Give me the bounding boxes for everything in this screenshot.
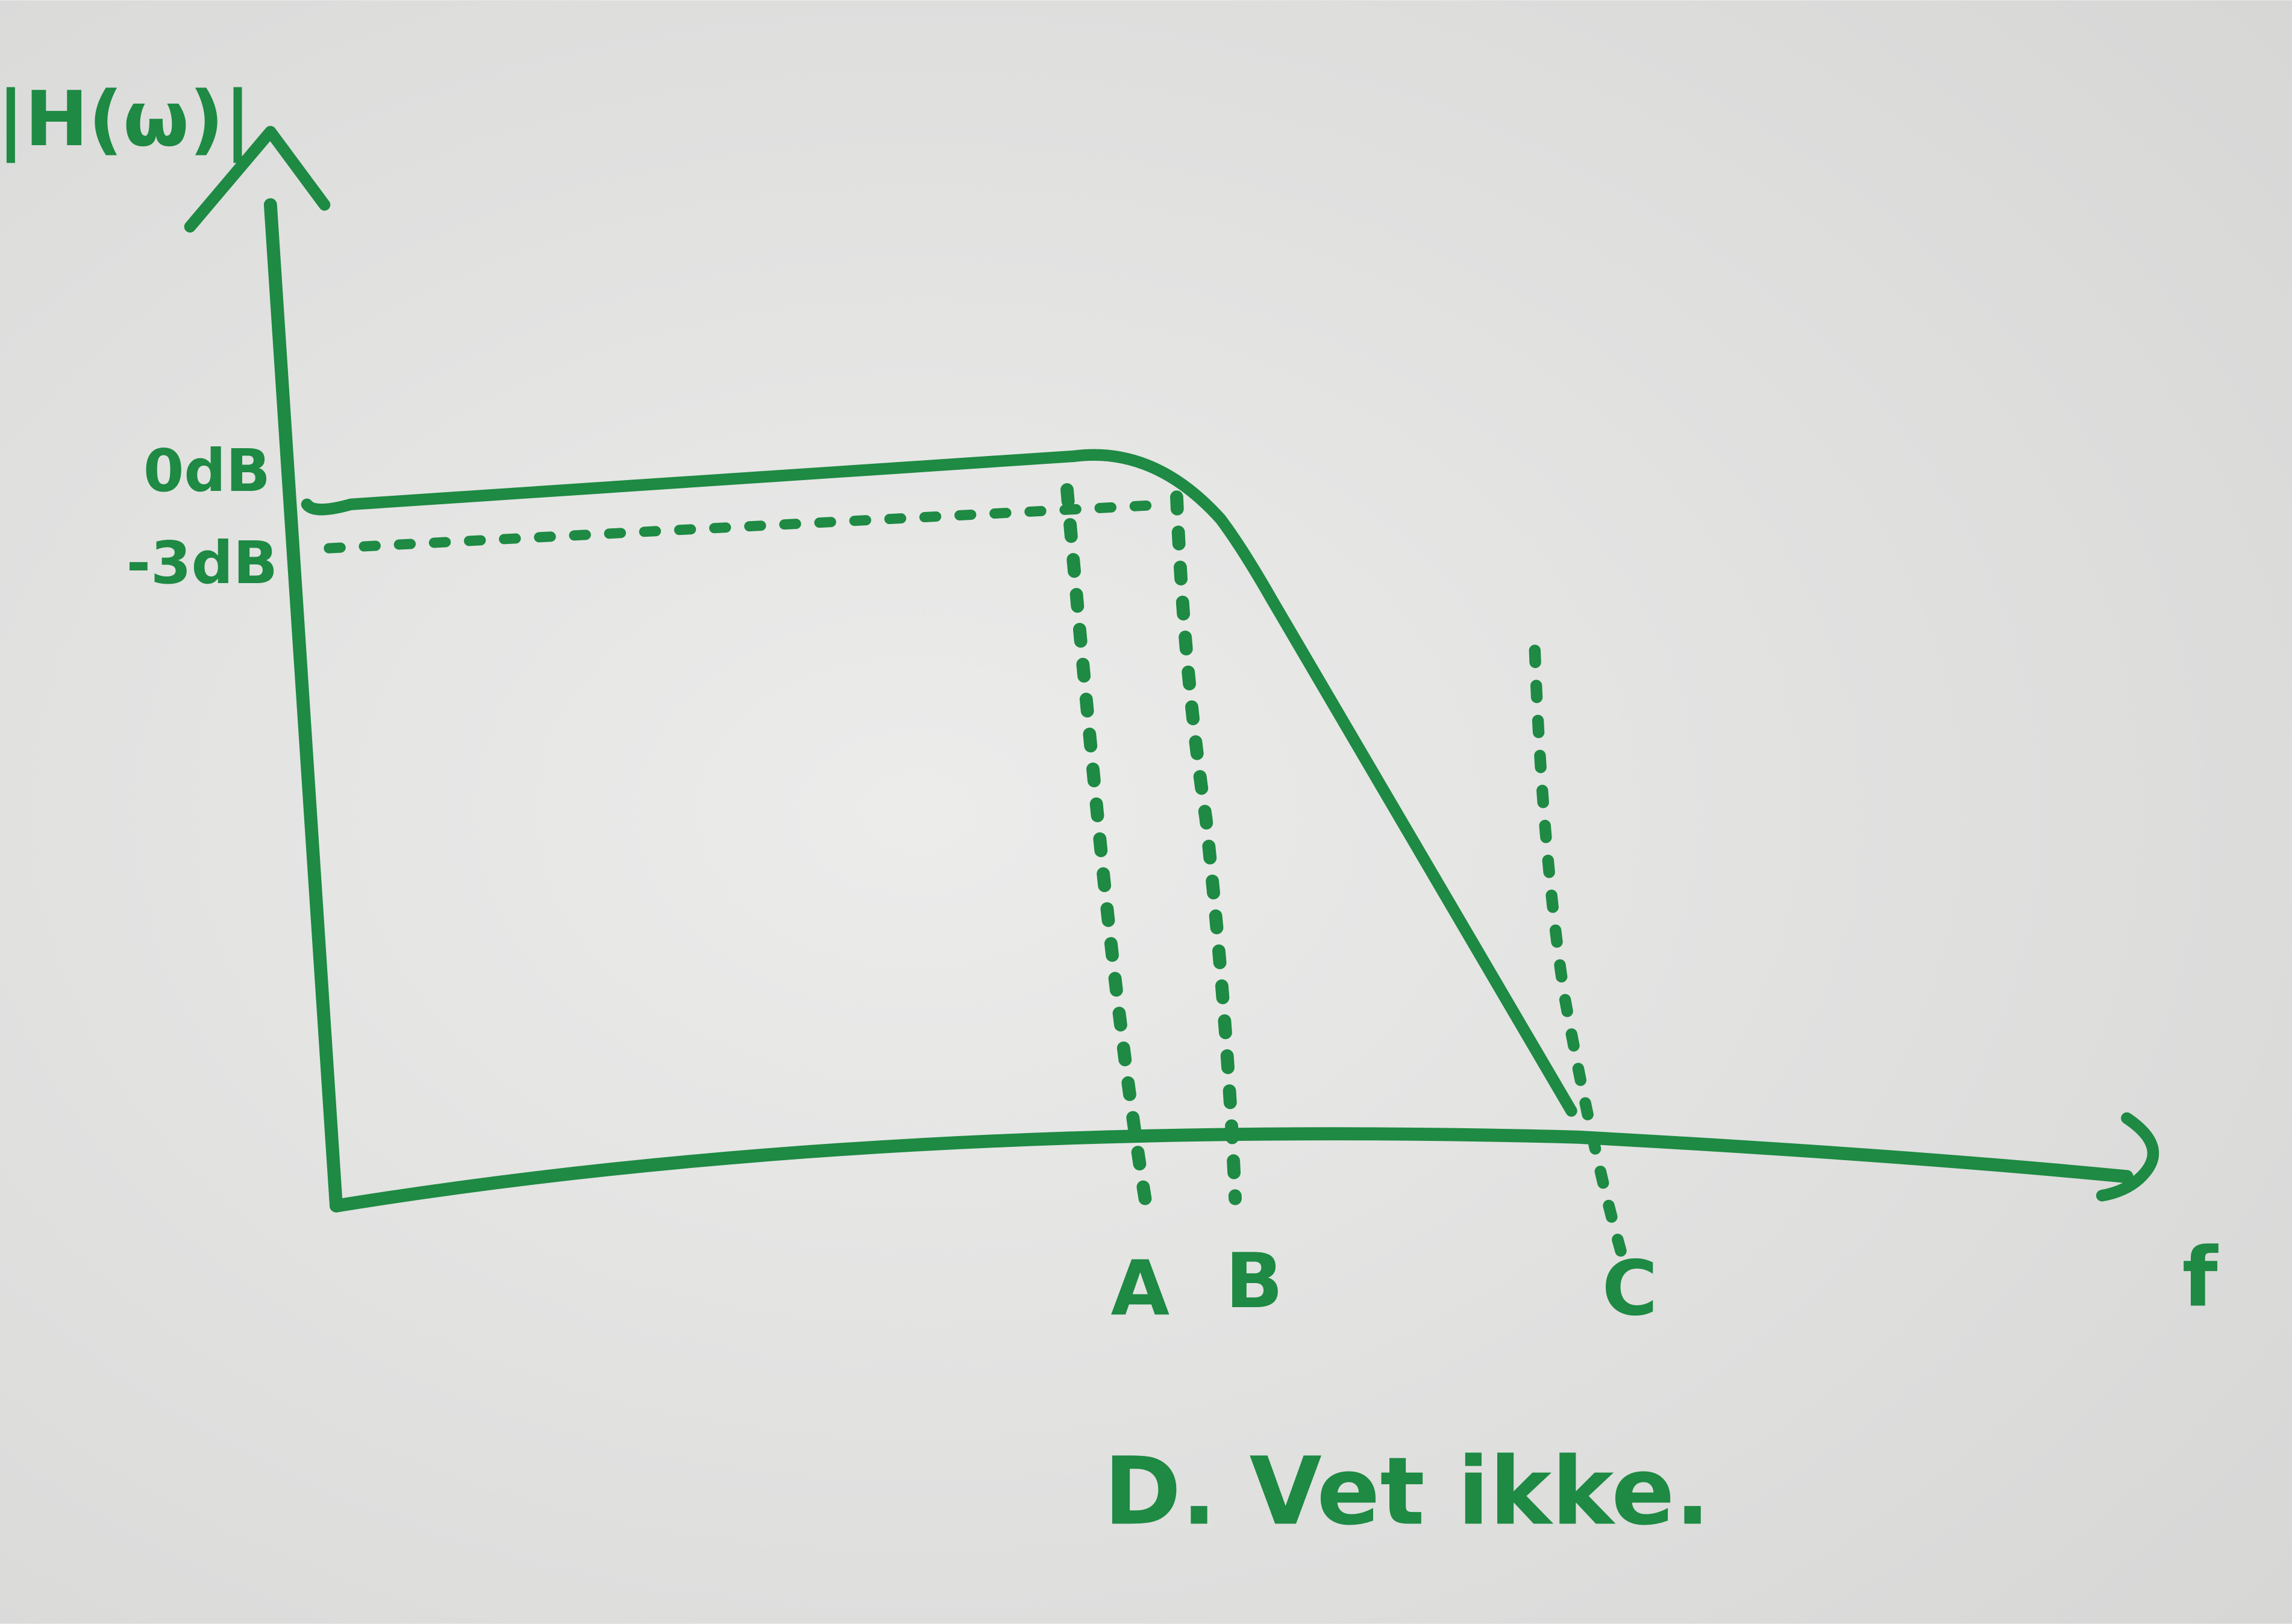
y-axis-label: |H(ω)| — [0, 75, 252, 163]
guide-b — [1170, 490, 1242, 1205]
marker-label: C — [1602, 1244, 1658, 1332]
y-axis — [263, 198, 343, 1213]
marker-label: B — [1225, 1237, 1283, 1325]
x-axis-label: f — [2182, 1231, 2219, 1326]
y-axis-arrow — [184, 125, 331, 233]
guide-c — [1529, 645, 1629, 1263]
response-curve — [301, 449, 1577, 1117]
level-label: -3dB — [127, 529, 278, 597]
guide-a — [1060, 483, 1154, 1220]
minus-3db-guide — [324, 499, 1175, 554]
marker-label: A — [1110, 1244, 1169, 1332]
level-label: 0dB — [143, 437, 271, 505]
x-axis — [330, 1127, 2134, 1213]
x-axis-arrow — [2096, 1112, 2159, 1202]
answer-option: D. Vet ikke. — [1104, 1437, 1711, 1546]
